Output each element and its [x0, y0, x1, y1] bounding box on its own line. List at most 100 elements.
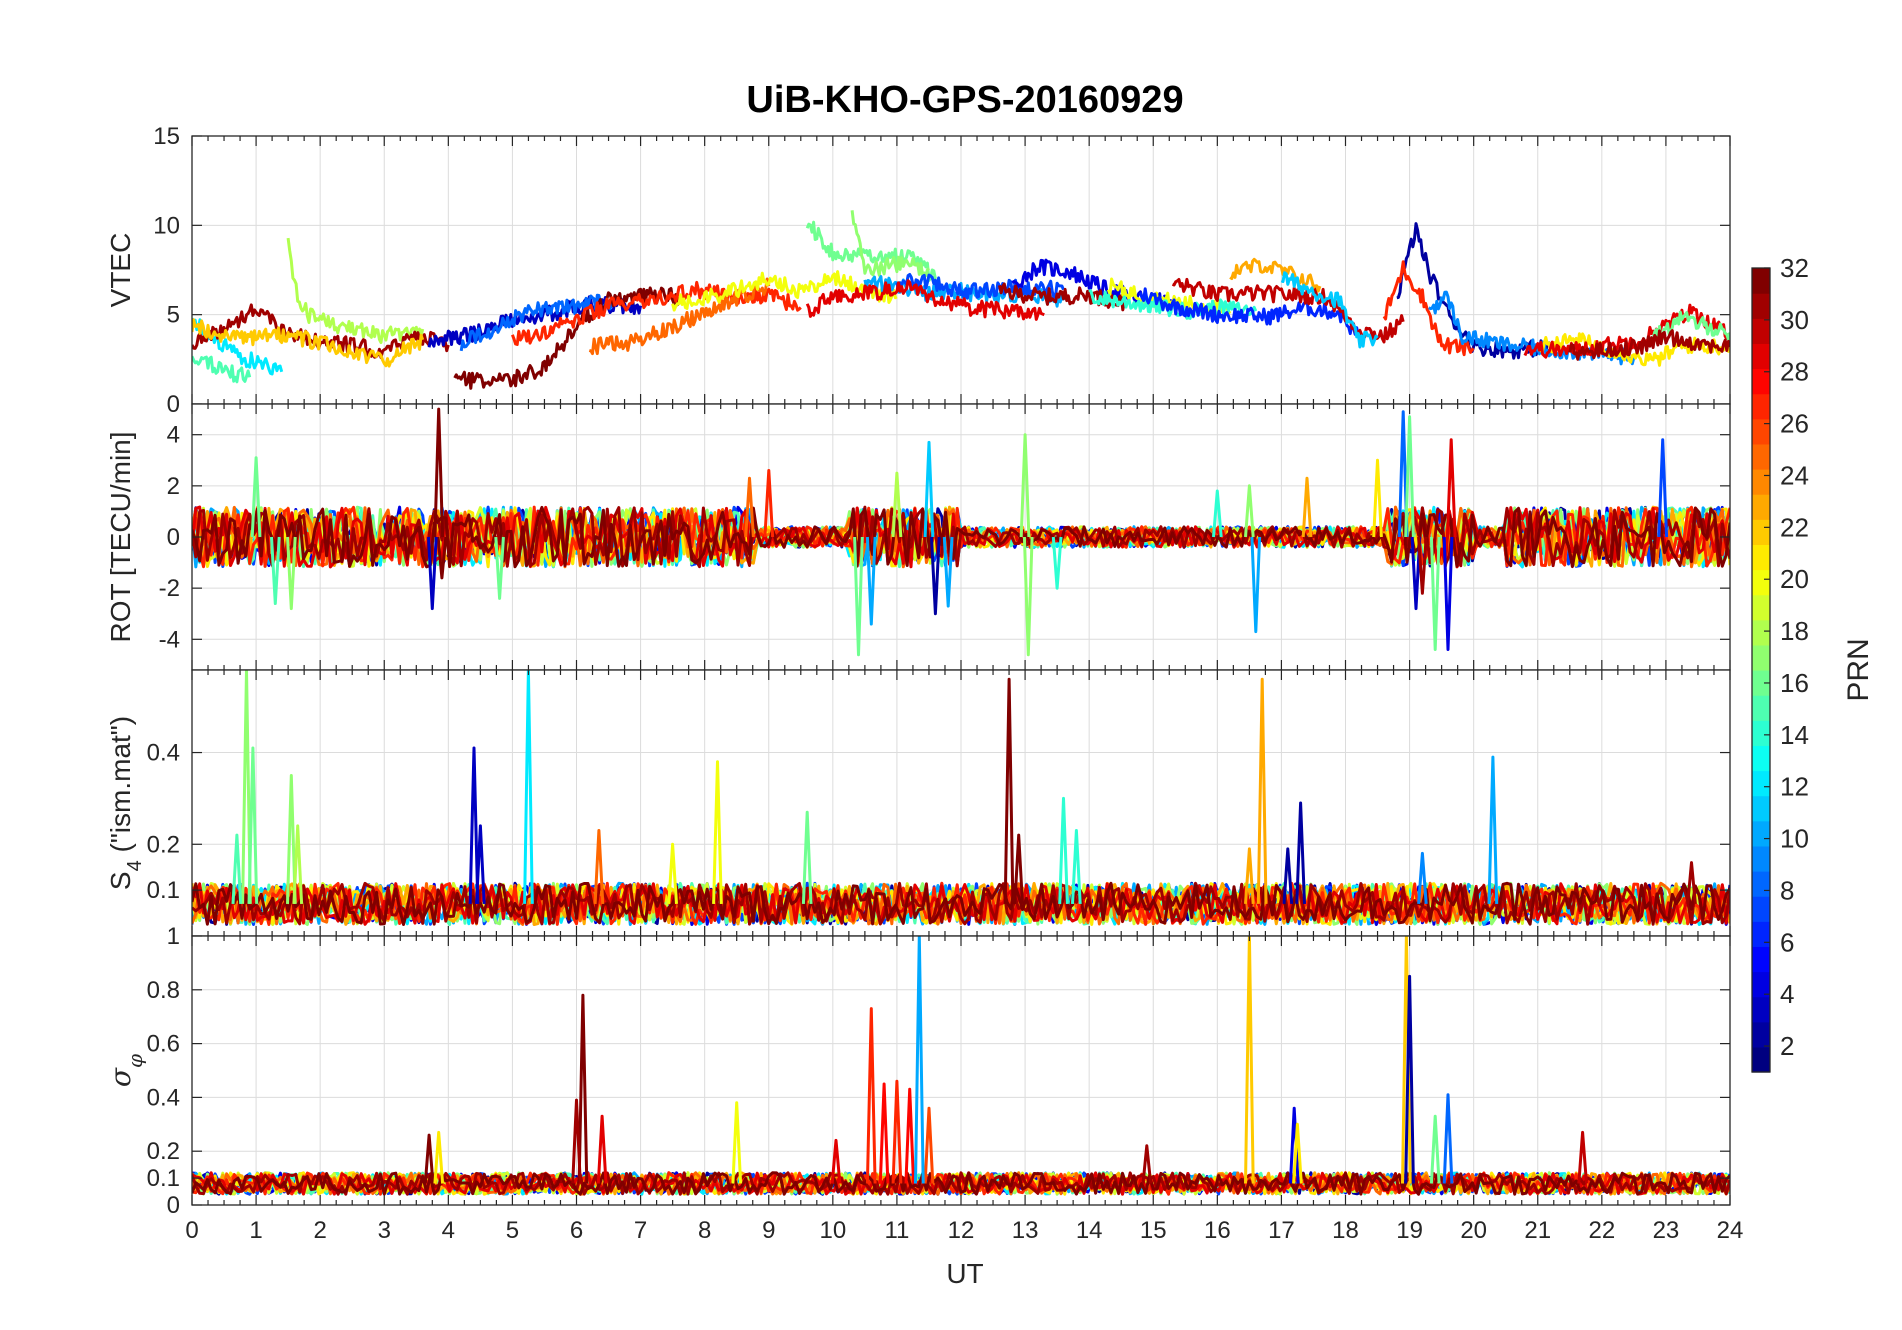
vtec-series-prn-29 [805, 279, 1045, 321]
colorbar-segment [1752, 544, 1770, 571]
x-tick-label: 17 [1268, 1217, 1295, 1244]
sigma_phi-spike-prn-16 [1429, 1114, 1441, 1184]
x-tick-marks [191, 936, 1731, 1205]
x-tick-marks [191, 136, 1731, 404]
s4-spike-prn-17 [241, 670, 252, 904]
s4-spike-prn-18 [292, 824, 304, 904]
s4-spike-prn-2 [1295, 801, 1306, 904]
y-tick-label: 5 [167, 302, 180, 329]
colorbar-tick-label: 32 [1780, 253, 1809, 283]
rot-spike-prn-29 [1445, 438, 1457, 538]
traces [192, 936, 1730, 1196]
vtec-series-prn-27 [1382, 260, 1475, 357]
vtec-series-prn-11 [1280, 271, 1379, 349]
x-tick-label: 13 [1012, 1217, 1039, 1244]
sigma_phi-spike-prn-32 [577, 993, 589, 1184]
sigma_phi-spike-prn-27 [865, 1007, 877, 1184]
colorbar-tick-label: 16 [1780, 668, 1809, 698]
s4-spike-prn-31 [1686, 861, 1697, 905]
sigma_phi-spike-prn-30 [1577, 1130, 1588, 1184]
sigma_phi-spike-prn-26 [923, 1106, 935, 1184]
x-tick-label: 12 [948, 1217, 975, 1244]
sigma_phi-spike-prn-29 [830, 1138, 842, 1184]
vtec-series-prn-8 [459, 293, 616, 352]
x-tick-label: 20 [1460, 1217, 1487, 1244]
panel-vtec: 0 5 10 15 VTEC [105, 123, 1731, 418]
s4-spike-prn-32 [1003, 677, 1015, 904]
y-axis-label-vtec: VTEC [105, 233, 136, 308]
colorbar-segment [1752, 293, 1770, 319]
x-tick-label: 11 [884, 1217, 909, 1244]
rot-spike-prn-17 [1019, 433, 1031, 538]
y-tick-label: 0.1 [147, 877, 180, 904]
vtec-series-prn-16 [805, 220, 937, 282]
s4-noise-prn-32 [192, 881, 1730, 926]
rot-spike-prn-31 [1417, 536, 1428, 595]
x-tick-label: 2 [313, 1217, 326, 1244]
rot-noise-prn-32 [192, 505, 1730, 569]
rot-spike-prn-32 [433, 407, 445, 538]
rot-spike-prn-2 [930, 536, 941, 616]
vtec-series-prn-32 [453, 286, 681, 390]
rot-spike-prn-16 [494, 536, 505, 600]
colorbar-segment [1752, 469, 1770, 495]
y-tick-label: 0 [167, 391, 180, 418]
y-tick-label: 0 [167, 524, 180, 551]
colorbar-segment [1752, 896, 1770, 922]
x-tick-marks [191, 670, 1731, 936]
rot-spike-prn-17 [286, 536, 297, 611]
rot-spike-prn-4 [1442, 536, 1454, 651]
rot-spike-prn-16 [853, 536, 864, 657]
colorbar-segment [1752, 318, 1770, 344]
s4-spike-prn-20 [712, 760, 723, 904]
s4-spike-prn-15 [231, 833, 243, 904]
vtec-series-prn-15 [192, 355, 252, 384]
x-tick-label: 4 [442, 1217, 455, 1244]
rot-spike-prn-32 [436, 536, 448, 580]
x-tick-label: 24 [1717, 1217, 1744, 1244]
rot-spike-prn-11 [923, 440, 935, 538]
sigma_phi-spike-prn-31 [1141, 1144, 1153, 1184]
s4-spike-prn-10 [1487, 755, 1499, 904]
panel-rot: -4 -2 0 2 4 ROT [TECU/min] [105, 403, 1731, 671]
colorbar-segment [1752, 418, 1770, 445]
vtec-series-prn-20 [671, 270, 898, 312]
y-tick-label: 0.4 [147, 740, 180, 767]
rot-spike-prn-14 [1212, 489, 1223, 538]
x-tick-label: 9 [762, 1217, 775, 1244]
s4-spike-prn-20 [667, 842, 678, 904]
colorbar-segment [1752, 820, 1770, 847]
colorbar-frame [1751, 267, 1771, 1073]
y-tick-label: 1 [167, 923, 180, 950]
y-tick-label: -4 [159, 626, 180, 653]
sigma_phi-noise-prn-32 [192, 1171, 1730, 1196]
colorbar-segment [1752, 494, 1770, 520]
colorbar-segment [1752, 443, 1770, 470]
colorbar-segment [1752, 996, 1770, 1023]
s4-spike-prn-3 [475, 824, 486, 904]
x-tick-label: 5 [506, 1217, 519, 1244]
y-axis-label-sigma_phi: σφ [104, 1054, 147, 1087]
vtec-series-prn-31 [1568, 329, 1730, 361]
x-tick-label: 16 [1204, 1217, 1231, 1244]
sigma_phi-spike-prn-20 [731, 1101, 743, 1184]
colorbar-tick-label: 4 [1780, 979, 1794, 1009]
vtec-series-prn-2 [1396, 222, 1552, 360]
colorbar-tick-label: 20 [1780, 564, 1809, 594]
colorbar-segment [1752, 1046, 1770, 1073]
rot-spike-prn-21 [1372, 458, 1383, 538]
colorbar-tick-label: 8 [1780, 875, 1794, 905]
traces [192, 670, 1730, 926]
sigma_phi-spike-prn-31 [571, 1098, 582, 1184]
colorbar-segment [1752, 745, 1770, 772]
colorbar-tick-label: 12 [1780, 772, 1809, 802]
rot-spike-prn-25 [744, 476, 755, 538]
sigma_phi-spike-prn-8 [1442, 1093, 1454, 1184]
colorbar-tick-label: 14 [1780, 720, 1809, 750]
sigma_phi-spike-prn-10 [914, 936, 925, 1184]
y-tick-label: 0.2 [147, 1138, 180, 1165]
colorbar-segment [1752, 720, 1770, 746]
